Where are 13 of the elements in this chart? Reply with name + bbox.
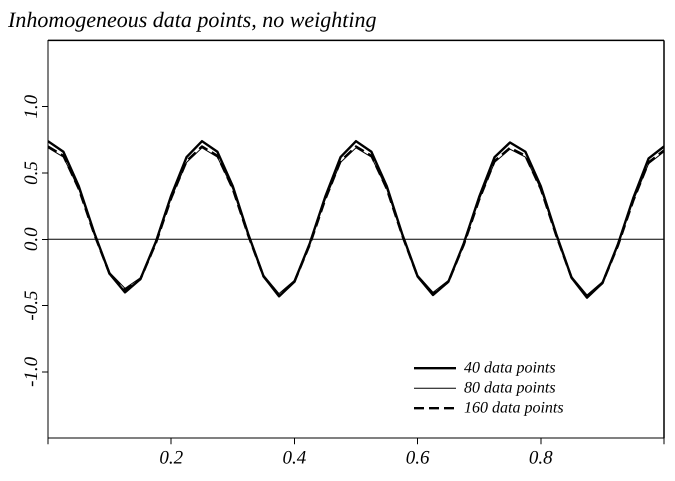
y-tick-label: 0.0 bbox=[21, 226, 42, 252]
y-tick-label: -1.0 bbox=[21, 356, 42, 387]
y-tick-label: -0.5 bbox=[21, 290, 42, 321]
x-tick-label: 0.4 bbox=[282, 448, 307, 469]
legend-label: 80 data points bbox=[464, 379, 556, 396]
x-tick-label: 0.2 bbox=[159, 448, 184, 469]
x-tick-label: 0.8 bbox=[528, 448, 554, 469]
x-tick-label: 0.6 bbox=[406, 448, 430, 469]
y-tick-label: 0.5 bbox=[21, 161, 42, 185]
legend-label: 160 data points bbox=[464, 399, 564, 416]
legend-label: 40 data points bbox=[464, 359, 556, 376]
chart-title: Inhomogeneous data points, no weighting bbox=[7, 6, 376, 32]
y-tick-label: 1.0 bbox=[21, 94, 42, 119]
